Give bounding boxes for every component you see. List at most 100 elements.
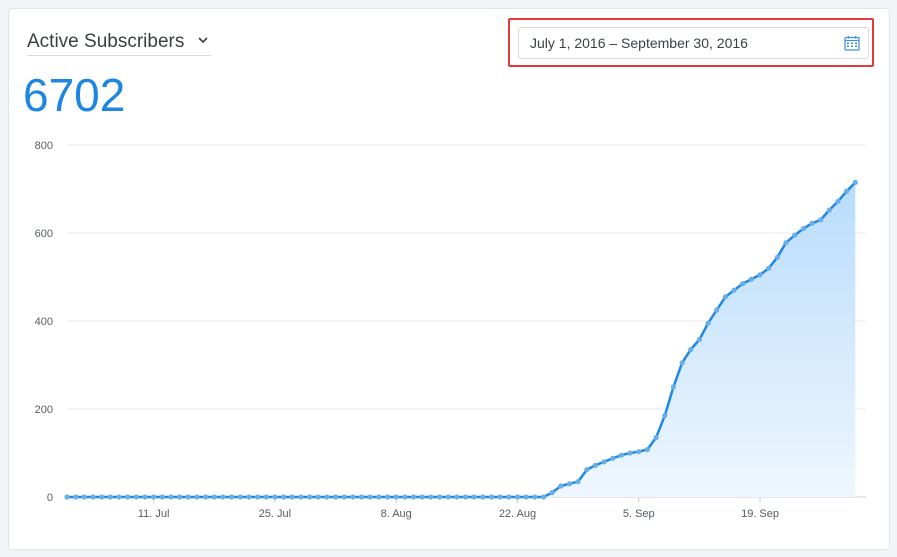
data-point — [705, 320, 711, 326]
data-point — [436, 494, 443, 500]
data-point — [445, 494, 451, 500]
data-point — [315, 494, 321, 500]
data-point — [125, 494, 131, 500]
data-point — [488, 494, 495, 500]
data-point — [281, 494, 287, 500]
data-point — [133, 494, 139, 500]
y-tick-label: 600 — [35, 228, 53, 240]
data-point — [714, 307, 720, 313]
y-tick-label: 0 — [47, 492, 53, 504]
data-point — [610, 455, 616, 461]
data-point — [194, 494, 200, 500]
data-point — [835, 198, 841, 204]
x-tick-label: 22. Aug — [499, 508, 536, 520]
x-tick-label: 11. Jul — [138, 508, 170, 520]
data-point — [81, 494, 87, 500]
data-point — [566, 481, 573, 487]
data-point — [722, 294, 729, 300]
data-point — [246, 494, 252, 500]
series-area — [67, 182, 856, 497]
data-point — [480, 494, 486, 500]
data-point — [575, 479, 581, 485]
data-point — [627, 450, 633, 456]
data-point — [307, 494, 313, 500]
x-tick-label: 8. Aug — [381, 508, 412, 520]
data-point — [540, 494, 547, 500]
y-tick-label: 400 — [35, 316, 53, 328]
data-point — [774, 254, 781, 260]
x-tick-label: 5. Sep — [623, 508, 655, 520]
metric-dropdown[interactable]: Active Subscribers — [27, 29, 211, 56]
data-point — [211, 494, 217, 500]
x-tick-label: 19. Sep — [741, 508, 779, 520]
data-point — [107, 494, 113, 500]
data-point — [185, 494, 191, 500]
data-point — [99, 494, 105, 500]
data-point — [653, 435, 659, 441]
data-point — [410, 494, 417, 500]
data-point — [584, 467, 590, 473]
data-point — [618, 452, 625, 458]
data-point — [237, 494, 243, 500]
data-point — [783, 240, 789, 246]
data-point — [229, 494, 235, 500]
data-point — [341, 494, 347, 500]
data-point — [384, 494, 391, 500]
data-point — [159, 494, 165, 500]
data-point — [471, 494, 477, 500]
data-point — [142, 494, 148, 500]
subscribers-chart: 0 200 400 600 800 11. Jul 25. Jul 8. Aug 22. Aug… — [35, 140, 866, 520]
data-point — [558, 483, 564, 489]
data-point — [289, 494, 295, 500]
data-point — [263, 494, 269, 500]
data-point — [731, 287, 737, 293]
calendar-icon[interactable] — [844, 35, 860, 51]
data-point — [644, 446, 651, 453]
y-tick-label: 200 — [35, 404, 53, 416]
data-point — [662, 413, 668, 419]
data-point — [592, 462, 599, 468]
data-point — [333, 494, 339, 500]
data-point — [740, 281, 746, 287]
data-point — [367, 494, 373, 500]
date-range-input[interactable]: July 1, 2016 – September 30, 2016 — [518, 27, 869, 59]
data-point — [809, 220, 815, 226]
data-point — [203, 494, 209, 500]
data-point — [800, 226, 807, 232]
data-point — [376, 494, 382, 500]
data-point — [73, 494, 79, 500]
x-tick-label: 25. Jul — [259, 508, 291, 520]
data-point — [272, 494, 278, 500]
data-point — [844, 188, 850, 194]
data-point — [428, 494, 434, 500]
data-point — [532, 494, 538, 500]
data-point — [766, 265, 772, 271]
data-point — [177, 494, 183, 500]
data-point — [523, 494, 529, 500]
data-point — [90, 494, 96, 500]
data-point — [497, 494, 503, 500]
data-point — [393, 494, 399, 500]
subscriber-count: 6702 — [23, 69, 126, 121]
data-point — [852, 179, 858, 185]
data-point — [514, 494, 521, 500]
data-point — [696, 336, 703, 343]
data-point — [462, 494, 469, 500]
data-point — [168, 494, 174, 500]
data-point — [601, 459, 607, 465]
data-point — [64, 494, 70, 500]
data-point — [324, 494, 330, 500]
data-point — [350, 494, 356, 500]
date-range-text: July 1, 2016 – September 30, 2016 — [530, 35, 748, 51]
data-point — [688, 347, 694, 353]
data-point — [679, 360, 685, 366]
y-tick-label: 800 — [35, 140, 53, 152]
data-point — [298, 494, 304, 500]
data-point — [454, 494, 460, 500]
data-point — [419, 494, 425, 500]
data-point — [402, 494, 408, 500]
chart-card: Active Subscribers 6702 July 1, 2016 – S… — [8, 8, 890, 550]
data-point — [151, 494, 157, 500]
data-point — [792, 232, 798, 238]
data-point — [636, 449, 642, 455]
